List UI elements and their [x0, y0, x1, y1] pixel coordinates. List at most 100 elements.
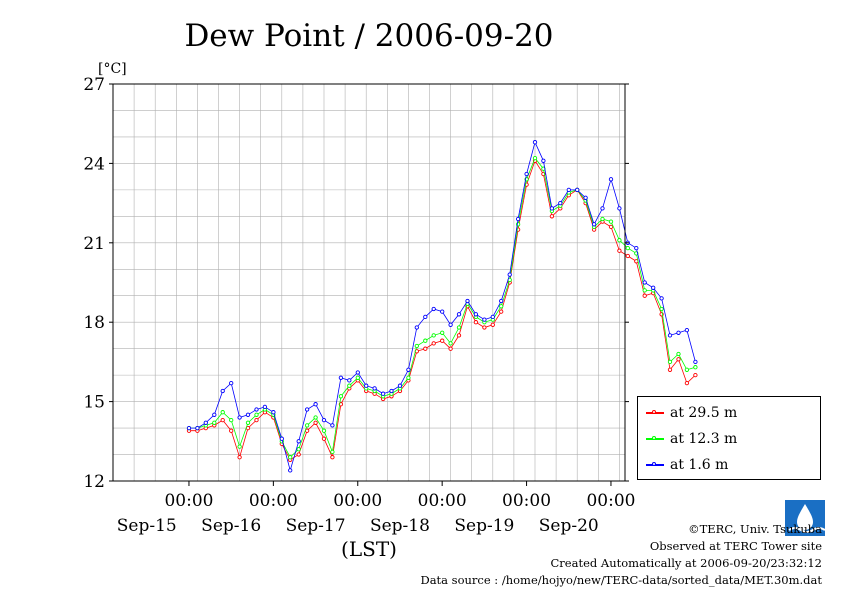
data-point-series-2: [372, 386, 377, 391]
data-point-series-0: [625, 253, 630, 259]
data-point-series-2: [465, 298, 470, 304]
data-point-series-2: [195, 425, 200, 431]
data-point-series-1: [676, 351, 681, 357]
data-point-series-2: [617, 206, 622, 211]
data-point-series-1: [330, 449, 335, 455]
day-label: Sep-15: [117, 516, 177, 536]
data-point-series-2: [693, 359, 698, 365]
data-point-series-2: [440, 309, 445, 314]
legend-marker-blue: [646, 462, 664, 466]
data-point-series-0: [456, 333, 462, 338]
data-point-series-2: [212, 412, 217, 417]
legend-entry-1-6m: at 1.6 m: [646, 455, 728, 475]
data-point-series-2: [642, 280, 647, 285]
data-point-series-2: [575, 187, 580, 193]
data-point-series-2: [676, 330, 681, 335]
data-point-series-1: [667, 359, 673, 365]
data-point-series-1: [456, 325, 462, 330]
data-point-series-1: [608, 219, 614, 224]
data-point-series-2: [262, 404, 268, 410]
x-tick-label: 00:00: [418, 491, 467, 511]
data-point-series-0: [296, 452, 301, 457]
data-point-series-2: [473, 312, 479, 317]
data-point-series-0: [693, 372, 698, 378]
data-point-series-1: [499, 304, 504, 309]
data-point-series-1: [684, 367, 690, 372]
footer-source: Data source : /home/hojyo/new/TERC-data/…: [420, 573, 822, 587]
legend-entry-29-5m: at 29.5 m: [646, 403, 737, 423]
data-point-series-2: [254, 407, 259, 412]
footer-created: Created Automatically at 2006-09-20/23:3…: [550, 556, 823, 570]
day-label: Sep-19: [454, 516, 514, 536]
data-point-series-2: [515, 216, 521, 222]
data-point-series-2: [566, 187, 571, 193]
y-tick-label: 21: [83, 234, 105, 254]
data-point-series-2: [296, 439, 301, 444]
axes: 12 15 18 21 24 27 00:00 00:00 00:00 00:00 00:00 00:…: [83, 75, 635, 536]
data-point-series-2: [499, 298, 504, 304]
data-point-series-2: [313, 402, 318, 407]
data-point-series-2: [338, 375, 344, 380]
data-point-series-2: [279, 436, 284, 441]
data-point-series-2: [229, 380, 234, 386]
data-point-series-1: [254, 412, 259, 417]
data-point-series-0: [473, 320, 479, 325]
data-point-series-2: [608, 177, 614, 182]
data-point-series-1: [288, 455, 293, 460]
data-point-series-1: [448, 341, 453, 346]
data-point-series-2: [600, 206, 605, 211]
data-point-series-0: [330, 455, 335, 460]
data-point-series-1: [347, 383, 352, 388]
data-point-series-2: [423, 314, 428, 320]
legend-label: at 29.5 m: [670, 405, 738, 421]
data-point-series-1: [229, 417, 234, 423]
legend: at 29.5 m at 12.3 m at 1.6 m: [637, 396, 821, 480]
data-point-series-0: [423, 346, 428, 351]
terc-logo-icon: [785, 500, 825, 536]
data-point-series-0: [642, 293, 647, 298]
y-axis-unit: [°C]: [98, 61, 127, 77]
data-point-series-0: [490, 322, 495, 327]
data-point-series-2: [532, 140, 538, 145]
data-point-series-0: [667, 367, 673, 372]
data-point-series-2: [482, 317, 487, 322]
data-point-series-1: [600, 216, 605, 222]
data-point-series-0: [321, 436, 327, 441]
x-tick-label: 00:00: [502, 491, 551, 511]
data-point-series-2: [389, 388, 394, 394]
data-point-series-1: [617, 238, 622, 243]
data-point-series-2: [541, 158, 546, 163]
data-point-series-1: [642, 288, 647, 293]
data-point-series-0: [440, 338, 445, 343]
data-point-series-0: [608, 224, 614, 230]
data-point-series-2: [659, 296, 664, 301]
legend-label: at 1.6 m: [670, 457, 729, 473]
data-point-series-2: [524, 171, 529, 177]
data-point-series-2: [186, 425, 192, 431]
data-point-series-2: [304, 407, 310, 412]
data-point-series-2: [397, 383, 403, 388]
y-tick-label: 15: [83, 393, 105, 413]
footer-copyright: ©TERC, Univ. Tsukuba: [688, 522, 822, 536]
data-point-series-1: [659, 306, 664, 312]
data-point-series-1: [304, 423, 310, 428]
data-point-series-1: [406, 375, 411, 380]
data-point-series-2: [220, 388, 225, 394]
chart-title: Dew Point / 2006-09-20: [184, 18, 553, 54]
data-point-series-0: [482, 325, 487, 330]
data-point-series-0: [549, 214, 555, 219]
data-point-series-2: [321, 417, 327, 423]
data-point-series-2: [591, 222, 597, 227]
data-point-series-2: [634, 245, 639, 251]
data-point-series-2: [667, 333, 673, 338]
data-point-series-1: [423, 338, 428, 343]
data-point-series-1: [245, 420, 251, 425]
x-tick-label: 00:00: [586, 491, 635, 511]
data-point-series-1: [355, 375, 360, 380]
data-point-series-2: [355, 370, 360, 375]
day-label: Sep-20: [539, 516, 599, 536]
data-point-series-2: [549, 206, 555, 211]
data-point-series-2: [271, 410, 276, 415]
x-tick-label: 00:00: [164, 491, 213, 511]
